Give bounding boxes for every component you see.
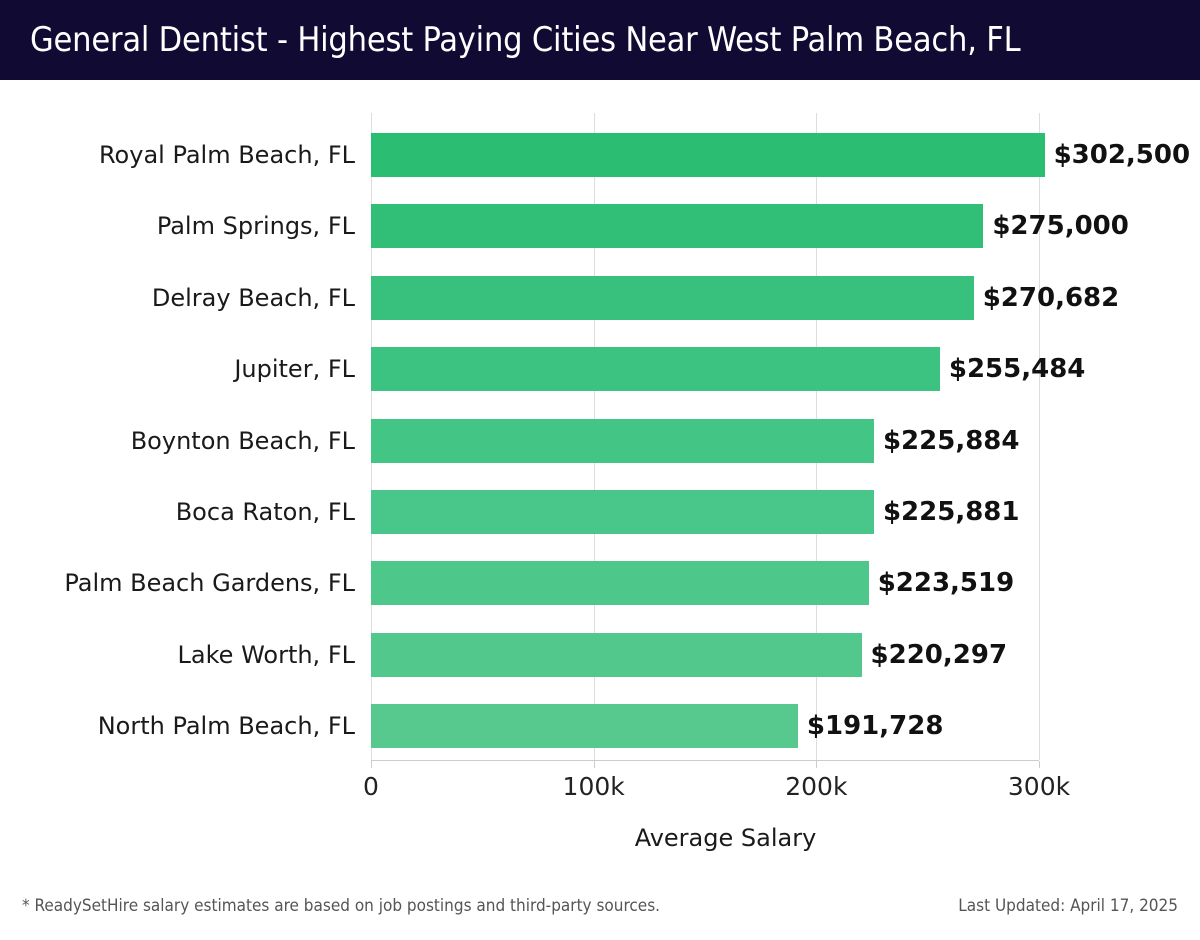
bar-value-label: $255,484 (948, 354, 1086, 385)
category-label: Boynton Beach, FL (130, 426, 355, 455)
bar[interactable] (371, 490, 874, 534)
plot-area: Royal Palm Beach, FL $302,500 Palm Springs… (0, 80, 1200, 860)
bar-row: Royal Palm Beach, FL $302,500 (0, 133, 1200, 177)
bar-value-label: $223,519 (877, 568, 1015, 599)
category-label: Royal Palm Beach, FL (98, 141, 355, 169)
bar-value-label: $191,728 (806, 711, 944, 742)
category-label: Palm Springs, FL (156, 212, 355, 241)
x-axis-line (371, 760, 1039, 761)
bar-value-label: $225,884 (882, 425, 1020, 456)
category-label: Delray Beach, FL (151, 283, 355, 312)
bar-row: Boynton Beach, FL $225,884 (0, 418, 1200, 463)
bar[interactable] (371, 561, 869, 606)
bar-value-label: $302,500 (1053, 140, 1191, 170)
bar-value-label: $275,000 (992, 211, 1129, 242)
category-label: Lake Worth, FL (177, 640, 355, 669)
bar-row: Lake Worth, FL $220,297 (0, 632, 1200, 677)
bar-row: North Palm Beach, FL $191,728 (0, 704, 1200, 749)
bar-row: Jupiter, FL $255,484 (0, 347, 1200, 392)
page-title: General Dentist - Highest Paying Cities … (30, 20, 1021, 60)
bar-value-label: $220,297 (870, 639, 1008, 670)
bar[interactable] (371, 347, 940, 392)
footer-last-updated: Last Updated: April 17, 2025 (958, 896, 1178, 916)
x-tick-mark (1039, 761, 1040, 768)
bar-value-label: $270,682 (982, 282, 1120, 313)
x-tick-label: 100k (562, 772, 625, 801)
x-tick-mark (371, 761, 372, 768)
bar[interactable] (371, 204, 984, 249)
x-axis-title: Average Salary (634, 824, 817, 852)
bar[interactable] (371, 133, 1045, 177)
x-tick-mark (816, 761, 818, 768)
bar-row: Palm Beach Gardens, FL $223,519 (0, 561, 1200, 606)
gridline (1039, 113, 1040, 760)
bar[interactable] (371, 275, 974, 320)
category-label: Palm Beach Gardens, FL (64, 569, 355, 598)
bar[interactable] (371, 632, 862, 677)
category-label: Boca Raton, FL (175, 498, 355, 526)
x-tick-label: 300k (1007, 772, 1071, 801)
bar-row: Palm Springs, FL $275,000 (0, 204, 1200, 249)
bar[interactable] (371, 704, 798, 749)
x-tick-mark (593, 761, 595, 768)
footer-disclaimer: * ReadySetHire salary estimates are base… (22, 896, 661, 916)
bar-row: Delray Beach, FL $270,682 (0, 275, 1200, 320)
header-bar: General Dentist - Highest Paying Cities … (0, 0, 1200, 80)
x-tick-label: 0 (363, 772, 379, 801)
category-label: North Palm Beach, FL (97, 712, 355, 741)
x-tick-label: 200k (785, 772, 848, 801)
bar-row: Boca Raton, FL $225,881 (0, 490, 1200, 534)
bar-value-label: $225,881 (882, 497, 1020, 527)
bar[interactable] (371, 418, 874, 463)
category-label: Jupiter, FL (234, 355, 355, 384)
